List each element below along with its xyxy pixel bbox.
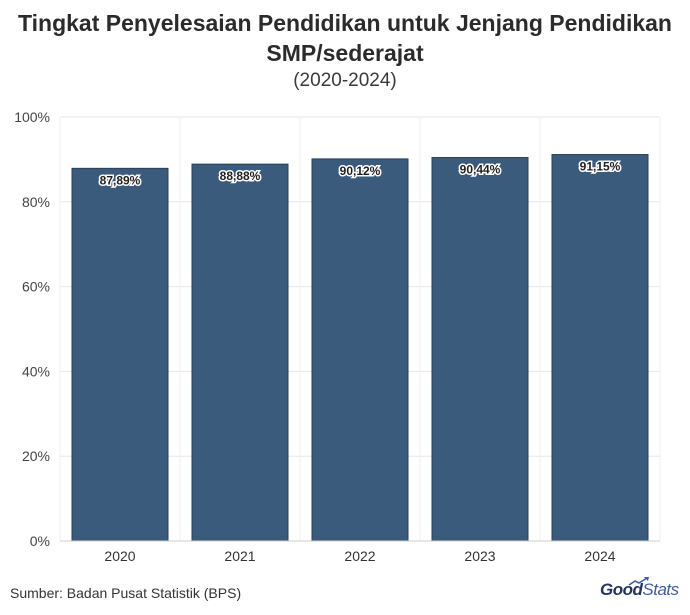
data-label: 88,88% [220,169,261,183]
y-tick-label: 20% [22,448,50,464]
x-tick-label: 2020 [104,548,135,564]
chart-title-line-2: SMP/sederajat [266,40,424,66]
bar-2024 [551,154,649,542]
chart-subtitle: (2020-2024) [293,70,397,91]
trend-arrow-icon [628,577,649,586]
data-label: 90,44% [460,163,501,177]
x-tick-label: 2023 [464,548,495,564]
source-note: Sumber: Badan Pusat Statistik (BPS) [10,585,242,601]
logo-good-text: Good [600,580,643,599]
y-tick-label: 60% [22,279,50,295]
chart-title: Tingkat Penyelesaian Pendidikan untuk Je… [0,8,690,68]
bar-2021 [191,163,289,542]
data-label: 91,15% [580,160,621,174]
bar-2023 [431,157,529,542]
y-tick-label: 0% [30,533,50,549]
x-tick-label: 2022 [344,548,375,564]
logo-stats-text: Stats [642,580,679,599]
x-tick-label: 2021 [224,548,255,564]
data-label: 87,89% [100,173,141,187]
bar-2020 [71,167,169,542]
data-label: 90,12% [340,164,381,178]
y-tick-label: 40% [22,363,50,379]
y-tick-label: 80% [22,194,50,210]
x-tick-label: 2024 [584,548,615,564]
goodstats-logo: GoodStats [600,577,679,600]
chart-title-line-1: Tingkat Penyelesaian Pendidikan untuk Je… [18,10,672,36]
y-tick-label: 100% [14,109,50,125]
bar-2022 [311,158,409,542]
